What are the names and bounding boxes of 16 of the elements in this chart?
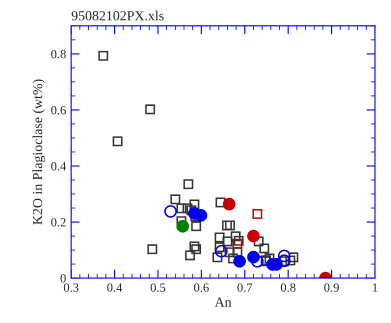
y-tick-label: 0.4 <box>51 162 66 170</box>
chart-title: 95082102PX.xls <box>72 10 164 20</box>
x-tick-label: 0.5 <box>150 283 166 292</box>
y-tick-label: 0.8 <box>51 50 66 58</box>
y-tick-label: 0.2 <box>51 218 66 227</box>
y-axis-title: K2O in Plagioclase (wt%) <box>32 79 46 225</box>
x-axis-title: An <box>214 298 232 307</box>
x-tick-label: 0.6 <box>194 283 209 292</box>
y-tick-label: 0 <box>60 274 66 283</box>
x-tick-label: 0.3 <box>64 283 78 292</box>
x-tick-label: 1 <box>372 283 378 292</box>
y-tick-label: 0.6 <box>51 106 66 114</box>
x-tick-label: 0.7 <box>237 283 252 292</box>
x-tick-label: 0.8 <box>280 283 296 292</box>
x-tick-label: 0.4 <box>107 283 122 292</box>
x-tick-label: 0.9 <box>324 283 339 292</box>
